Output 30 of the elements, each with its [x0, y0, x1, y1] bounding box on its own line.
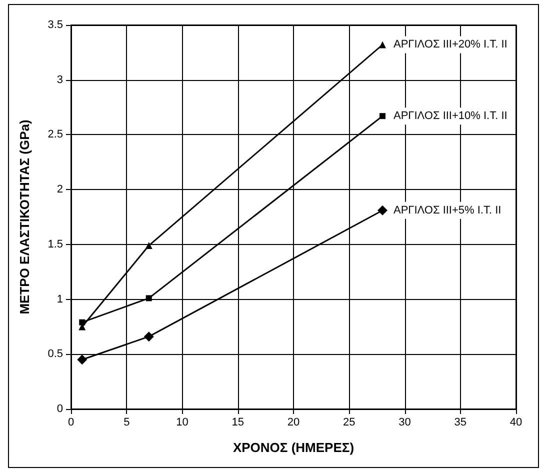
point [146, 295, 152, 302]
series-label: ΑΡΓΙΛΟΣ ΙΙΙ+10% Ι.Τ. ΙΙ [394, 110, 508, 122]
point [378, 205, 388, 216]
x-tick-label: 35 [454, 416, 466, 428]
x-axis-title: ΧΡΟΝΟΣ (ΗΜΕΡΕΣ) [232, 440, 354, 455]
point [79, 319, 86, 326]
y-tick-label: 1 [56, 293, 63, 306]
point [144, 332, 154, 342]
y-tick-label: 1.5 [48, 238, 63, 250]
x-tick-label: 40 [510, 416, 522, 428]
series-label: ΑΡΓΙΛΟΣ ΙΙΙ+5% Ι.Τ. ΙΙ [394, 204, 502, 216]
x-tick-label: 15 [232, 416, 244, 428]
series-label: ΑΡΓΙΛΟΣ ΙΙΙ+20% Ι.Τ. ΙΙ [394, 38, 508, 51]
x-tick-label: 30 [398, 416, 411, 428]
x-tick-label: 5 [124, 416, 130, 428]
y-tick-label: 3.5 [48, 19, 63, 31]
point [145, 242, 152, 250]
y-axis-title: ΜΕΤΡΟ ΕΛΑΣΤΙΚΟΤΗΤΑΣ (GPa) [17, 120, 32, 314]
x-tick-label: 0 [68, 416, 74, 428]
y-tick-label: 0 [56, 403, 63, 415]
y-tick-label: 0.5 [48, 348, 63, 360]
x-tick-label: 20 [287, 416, 300, 428]
x-tick-label: 10 [176, 416, 188, 428]
y-tick-label: 2 [56, 184, 63, 196]
x-tick-label: 25 [343, 416, 356, 428]
y-tick-label: 2.5 [48, 128, 63, 141]
point [380, 113, 386, 120]
point [379, 41, 386, 48]
y-tick-label: 3 [56, 74, 63, 86]
point [77, 354, 88, 365]
